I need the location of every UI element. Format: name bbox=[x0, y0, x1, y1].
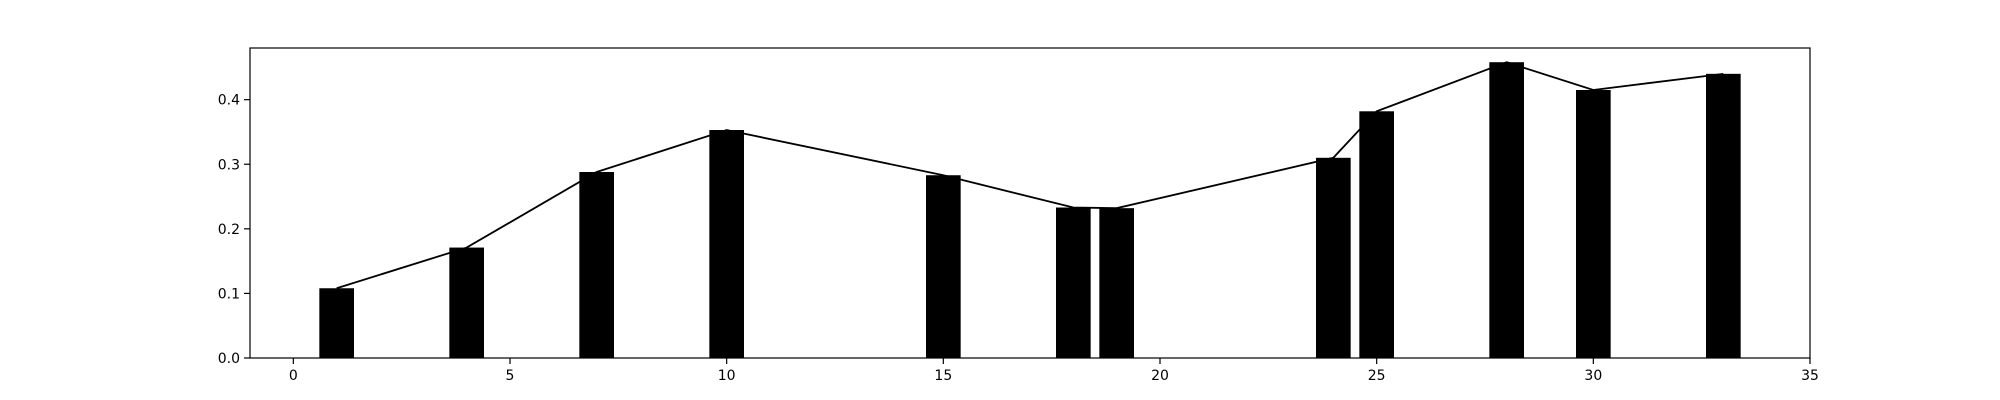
bar-8 bbox=[1359, 111, 1394, 359]
x-axis: 0 5 10 15 20 25 30 35 bbox=[289, 358, 1819, 384]
bar-2 bbox=[579, 172, 614, 358]
bar-6 bbox=[1099, 208, 1134, 358]
y-axis: 0.0 0.1 0.2 0.3 0.4 bbox=[218, 93, 250, 367]
line-layer bbox=[336, 61, 1724, 290]
series-line bbox=[336, 61, 1724, 290]
bar-1 bbox=[449, 247, 484, 358]
bar-10 bbox=[1576, 89, 1611, 359]
x-tick-label-6: 30 bbox=[1584, 368, 1602, 384]
bar-4 bbox=[926, 175, 961, 358]
bar-3 bbox=[709, 130, 744, 358]
bar-0 bbox=[319, 288, 354, 358]
y-tick-label-4: 0.4 bbox=[218, 93, 240, 109]
x-tick-label-1: 5 bbox=[506, 368, 515, 384]
x-tick-label-7: 35 bbox=[1801, 368, 1819, 384]
y-tick-label-2: 0.2 bbox=[218, 222, 240, 238]
x-tick-label-4: 20 bbox=[1151, 368, 1169, 384]
y-tick-label-0: 0.0 bbox=[218, 351, 240, 367]
y-tick-label-3: 0.3 bbox=[218, 157, 240, 173]
bars-group bbox=[319, 62, 1741, 359]
x-tick-label-2: 10 bbox=[718, 368, 736, 384]
bar-11 bbox=[1706, 73, 1741, 358]
plot-frame bbox=[249, 47, 1811, 359]
y-tick-label-1: 0.1 bbox=[218, 286, 240, 302]
x-tick-label-3: 15 bbox=[934, 368, 952, 384]
bar-9 bbox=[1489, 62, 1524, 358]
bar-5 bbox=[1056, 207, 1091, 358]
x-tick-label-5: 25 bbox=[1368, 368, 1386, 384]
x-tick-label-0: 0 bbox=[289, 368, 298, 384]
bar-7 bbox=[1316, 157, 1351, 358]
